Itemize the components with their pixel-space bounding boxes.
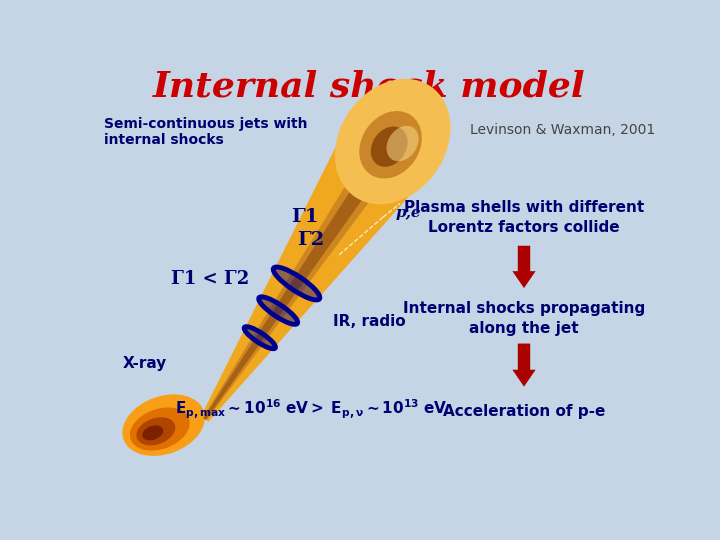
Text: p,e: p,e xyxy=(396,206,422,220)
Ellipse shape xyxy=(130,408,189,450)
Text: Γ1: Γ1 xyxy=(291,208,319,226)
Ellipse shape xyxy=(273,267,320,300)
Text: Internal shocks propagating
along the jet: Internal shocks propagating along the je… xyxy=(403,301,645,336)
Ellipse shape xyxy=(244,327,276,349)
Text: IR, radio: IR, radio xyxy=(333,314,405,329)
Text: X-ray: X-ray xyxy=(122,356,167,371)
Text: Plasma shells with different
Lorentz factors collide: Plasma shells with different Lorentz fac… xyxy=(404,200,644,235)
Text: Γ1 < Γ2: Γ1 < Γ2 xyxy=(171,270,249,288)
Ellipse shape xyxy=(136,417,176,446)
Polygon shape xyxy=(201,122,428,422)
Text: Acceleration of p-e: Acceleration of p-e xyxy=(443,404,606,419)
Ellipse shape xyxy=(335,79,451,204)
Ellipse shape xyxy=(359,111,422,179)
Text: Semi-continuous jets with
internal shocks: Semi-continuous jets with internal shock… xyxy=(104,117,307,147)
Polygon shape xyxy=(203,139,402,420)
Ellipse shape xyxy=(122,394,205,456)
Text: Levinson & Waxman, 2001: Levinson & Waxman, 2001 xyxy=(469,123,655,137)
Ellipse shape xyxy=(258,297,297,325)
Ellipse shape xyxy=(371,126,408,167)
Polygon shape xyxy=(513,343,536,387)
Ellipse shape xyxy=(143,426,163,440)
Text: $\mathbf{E_{p,max}}$$\mathbf{\sim10^{16}}$ $\mathbf{eV>}$ $\mathbf{E_{p,\nu}\sim: $\mathbf{E_{p,max}}$$\mathbf{\sim10^{16}… xyxy=(175,398,447,421)
Ellipse shape xyxy=(387,126,418,161)
Polygon shape xyxy=(204,143,395,420)
Text: Internal shock model: Internal shock model xyxy=(153,69,585,103)
Text: Γ2: Γ2 xyxy=(297,231,325,249)
Polygon shape xyxy=(513,246,536,288)
